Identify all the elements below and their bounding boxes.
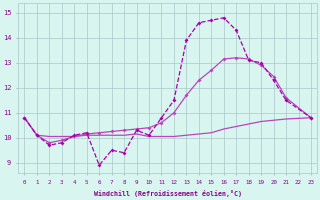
X-axis label: Windchill (Refroidissement éolien,°C): Windchill (Refroidissement éolien,°C) (94, 190, 242, 197)
